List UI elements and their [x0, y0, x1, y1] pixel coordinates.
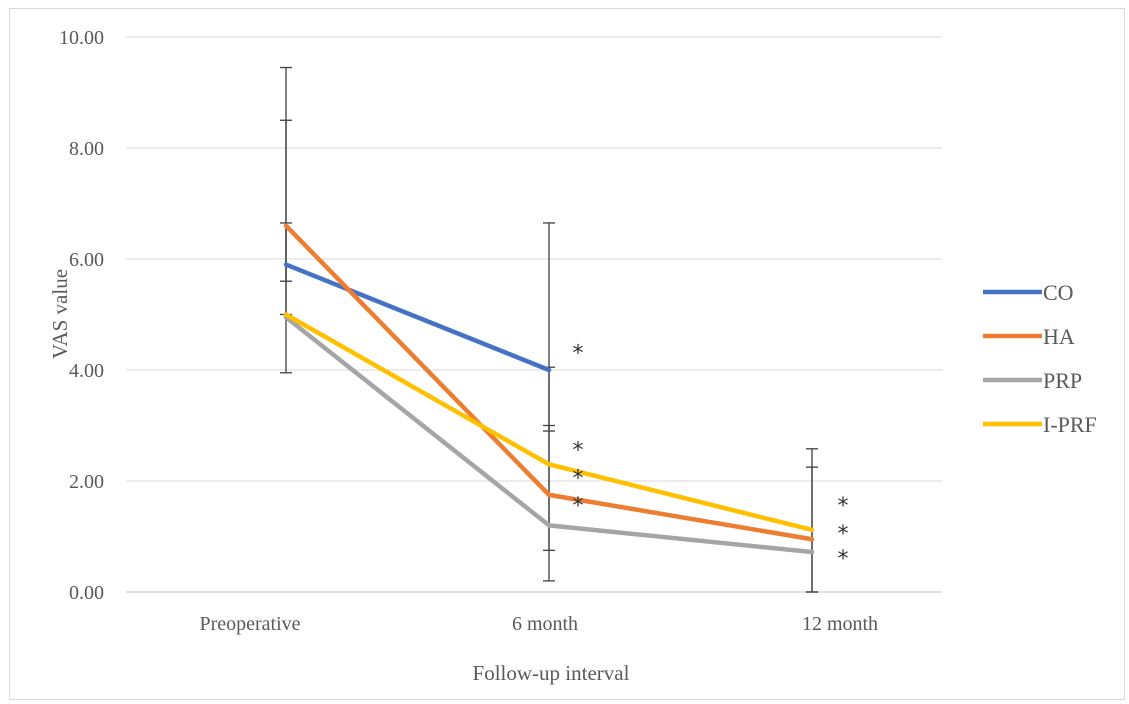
y-tick-label: 0.00 — [69, 582, 104, 604]
y-tick-label: 10.00 — [59, 27, 104, 49]
significance-star: * — [573, 494, 584, 519]
series-line-co — [283, 262, 552, 373]
x-tick-label: 6 month — [512, 613, 578, 635]
legend-label-ha: HA — [1043, 324, 1075, 349]
y-tick-label: 2.00 — [69, 471, 104, 493]
legend-label-co: CO — [1043, 280, 1074, 305]
y-tick-label: 8.00 — [69, 138, 104, 160]
x-tick-label: Preoperative — [199, 613, 300, 635]
significance-star: * — [838, 522, 849, 547]
error-bars — [280, 66, 818, 593]
significance-star: * — [573, 439, 584, 464]
significance-markers: **** *** — [573, 342, 849, 572]
y-tick-labels: 0.00 2.00 4.00 6.00 8.00 10.00 — [59, 27, 104, 604]
series-line-ha — [283, 223, 815, 542]
significance-star: * — [838, 494, 849, 519]
significance-star: * — [573, 342, 584, 367]
y-axis-title: VAS value — [48, 269, 72, 359]
legend: CO HA PRP I-PRF — [983, 280, 1097, 437]
series-lines — [283, 223, 815, 555]
significance-star: * — [573, 466, 584, 491]
significance-star: * — [838, 547, 849, 572]
legend-label-i-prf: I-PRF — [1043, 412, 1097, 437]
legend-label-prp: PRP — [1043, 368, 1082, 393]
x-tick-labels: Preoperative 6 month 12 month — [199, 613, 878, 635]
y-tick-label: 4.00 — [69, 360, 104, 382]
x-tick-label: 12 month — [802, 613, 878, 635]
y-tick-label: 6.00 — [69, 249, 104, 271]
series-line-i-prf — [283, 312, 815, 533]
gridlines — [126, 36, 942, 593]
chart-frame — [9, 8, 1125, 700]
x-axis-title: Follow-up interval — [473, 661, 630, 685]
series-line-prp — [283, 315, 815, 555]
